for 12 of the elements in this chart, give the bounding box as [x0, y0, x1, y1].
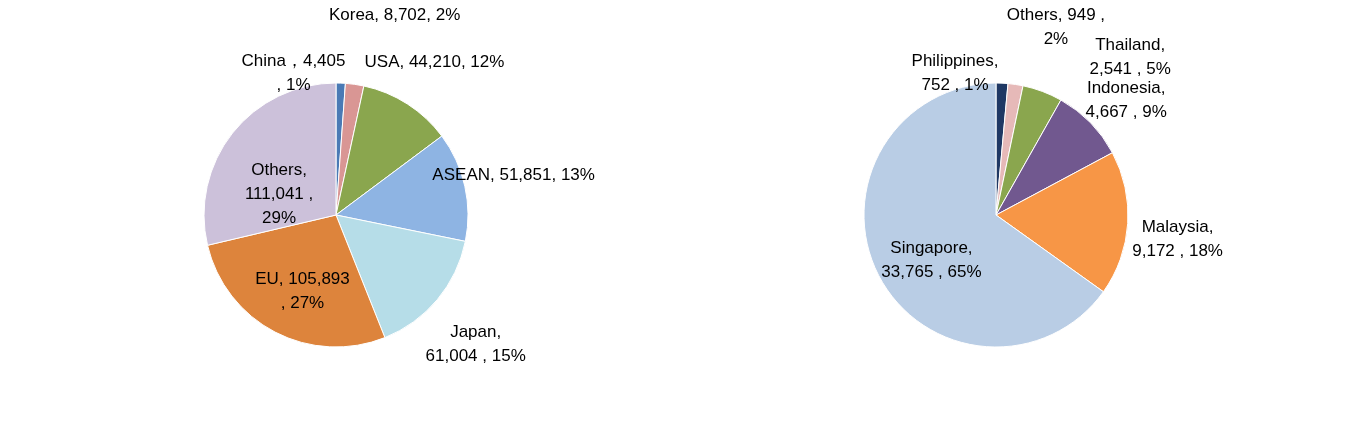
- slice-label: Malaysia, 9,172 , 18%: [1132, 216, 1223, 260]
- slice-label: Thailand, 2,541 , 5%: [1089, 34, 1171, 78]
- slice-label: Singapore, 33,765 , 65%: [881, 238, 982, 282]
- slice-label: Japan, 61,004 , 15%: [425, 321, 526, 365]
- slice-label: Korea, 8,702, 2%: [328, 5, 461, 25]
- slice-label: ASEAN, 51,851, 13%: [432, 165, 595, 185]
- slice-label: Philippines, 752 , 1%: [911, 51, 999, 95]
- slice-label: Indonesia, 4,667 , 9%: [1085, 77, 1167, 121]
- slice-label: USA, 44,210, 12%: [364, 51, 505, 71]
- slice-label: Others, 111,041 , 29%: [244, 159, 314, 227]
- slice-label: EU, 105,893 , 27%: [255, 269, 350, 313]
- slice-label: China，4,405 , 1%: [241, 51, 346, 95]
